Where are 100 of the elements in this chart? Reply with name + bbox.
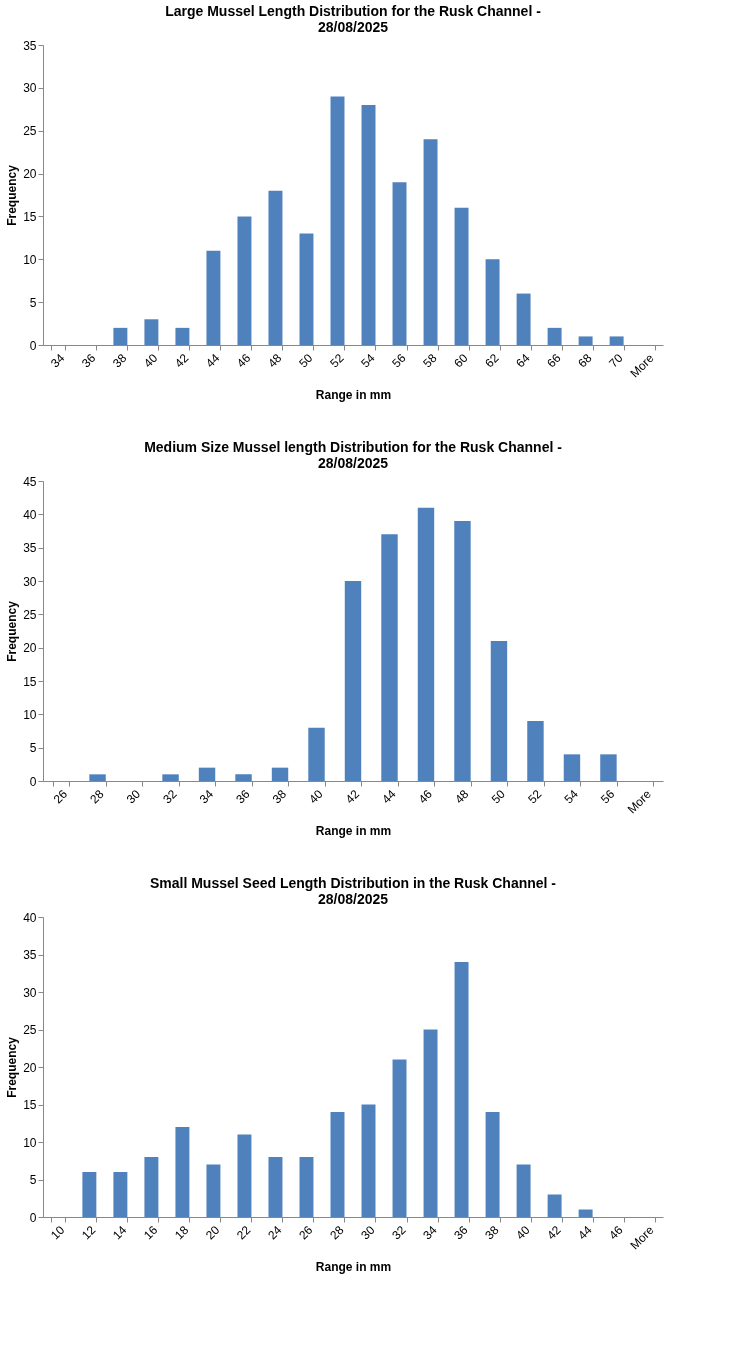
bar bbox=[392, 182, 407, 345]
bar bbox=[89, 774, 106, 781]
x-tick-label: 22 bbox=[234, 1222, 254, 1243]
bar bbox=[578, 336, 593, 345]
bar bbox=[361, 1104, 376, 1217]
bar bbox=[423, 1029, 438, 1217]
x-tick-label: 52 bbox=[525, 786, 545, 807]
y-tick-label: 20 bbox=[23, 641, 37, 656]
bar bbox=[417, 507, 435, 781]
bar bbox=[235, 774, 252, 781]
x-tick-label: 48 bbox=[452, 786, 472, 807]
y-axis-title: Frequency bbox=[5, 600, 20, 662]
x-tick-label: 26 bbox=[296, 1222, 316, 1243]
x-tick-label: 28 bbox=[87, 786, 107, 807]
x-tick-label: 26 bbox=[50, 786, 71, 807]
x-tick-label: 38 bbox=[482, 1222, 502, 1243]
y-tick-label: 35 bbox=[23, 948, 37, 962]
y-tick-label: 10 bbox=[23, 252, 37, 267]
x-tick-label: 34 bbox=[196, 786, 217, 807]
bar bbox=[299, 1157, 314, 1217]
x-tick-label: 38 bbox=[269, 786, 290, 807]
bar bbox=[268, 190, 283, 345]
x-tick-label: 42 bbox=[544, 1222, 564, 1243]
x-tick-label: 34 bbox=[47, 350, 68, 371]
x-tick-label: 36 bbox=[451, 1222, 471, 1243]
x-tick-label: 58 bbox=[420, 350, 440, 371]
bar bbox=[392, 1059, 407, 1217]
bar bbox=[578, 1209, 593, 1217]
bar bbox=[600, 754, 617, 781]
bar bbox=[175, 327, 190, 345]
bar bbox=[609, 336, 624, 345]
y-axis-title: Frequency bbox=[5, 1036, 20, 1098]
y-tick-label: 5 bbox=[29, 1173, 37, 1187]
bar bbox=[527, 721, 544, 781]
bar bbox=[271, 767, 289, 781]
chart-title: Large Mussel Length Distribution for the Rusk Channel - 28/08/2025 bbox=[165, 3, 542, 35]
bar bbox=[144, 1157, 159, 1217]
bar bbox=[454, 521, 471, 781]
bar bbox=[330, 1112, 345, 1217]
y-tick-label: 25 bbox=[23, 1023, 37, 1037]
x-tick-label: 32 bbox=[160, 786, 180, 807]
x-tick-label: 40 bbox=[513, 1222, 533, 1243]
x-tick-label: 34 bbox=[420, 1222, 440, 1243]
bar bbox=[299, 233, 314, 345]
bar bbox=[490, 641, 508, 781]
y-tick-label: 10 bbox=[23, 1135, 37, 1150]
y-axis-title: Frequency bbox=[5, 164, 20, 226]
y-tick-label: 35 bbox=[23, 541, 37, 556]
x-axis-title: Range in mm bbox=[315, 1259, 392, 1274]
x-tick-label: 18 bbox=[172, 1222, 192, 1243]
x-tick-label: 40 bbox=[306, 786, 326, 807]
y-tick-label: 30 bbox=[23, 81, 37, 96]
y-tick-label: 5 bbox=[29, 741, 37, 756]
x-tick-label: 44 bbox=[379, 786, 399, 807]
x-tick-label: 36 bbox=[233, 786, 253, 807]
x-tick-label: 40 bbox=[141, 350, 161, 371]
x-tick-label: 46 bbox=[415, 786, 436, 807]
x-tick-label: 14 bbox=[110, 1222, 130, 1243]
bar bbox=[485, 259, 500, 345]
y-tick-label: 10 bbox=[23, 707, 37, 722]
x-axis-title: Range in mm bbox=[315, 823, 392, 838]
y-tick-label: 0 bbox=[29, 338, 37, 353]
bar bbox=[175, 1127, 190, 1217]
x-tick-label: 56 bbox=[389, 350, 409, 371]
y-tick-label: 15 bbox=[23, 1098, 37, 1112]
bar bbox=[237, 216, 252, 345]
y-tick-label: 15 bbox=[23, 209, 37, 224]
x-tick-label: 32 bbox=[389, 1222, 409, 1243]
x-tick-label: 30 bbox=[358, 1222, 378, 1243]
bar bbox=[162, 774, 179, 781]
y-tick-label: 45 bbox=[23, 474, 37, 489]
x-tick-label: 52 bbox=[327, 350, 347, 371]
bar bbox=[206, 1164, 221, 1217]
x-tick-label: 56 bbox=[598, 786, 618, 807]
y-tick-label: 30 bbox=[23, 574, 37, 589]
x-tick-label: 54 bbox=[561, 786, 582, 807]
x-tick-label: 66 bbox=[544, 350, 564, 371]
x-tick-label: 46 bbox=[234, 350, 254, 371]
x-tick-label: 12 bbox=[79, 1222, 99, 1243]
x-tick-label: 42 bbox=[172, 350, 192, 371]
x-tick-label: 42 bbox=[342, 786, 363, 807]
x-axis-title: Range in mm bbox=[315, 387, 392, 402]
bar bbox=[198, 767, 216, 781]
x-tick-label: 54 bbox=[358, 350, 378, 371]
y-tick-label: 35 bbox=[23, 38, 37, 53]
y-tick-label: 40 bbox=[23, 507, 37, 522]
x-tick-label: 28 bbox=[327, 1222, 347, 1243]
bar bbox=[361, 105, 376, 345]
y-tick-label: 30 bbox=[23, 985, 37, 1000]
y-tick-label: 0 bbox=[29, 1210, 37, 1225]
bar bbox=[454, 962, 469, 1217]
bar bbox=[344, 581, 362, 781]
bar bbox=[144, 319, 159, 345]
bar bbox=[547, 327, 562, 345]
x-tick-label: 44 bbox=[203, 350, 223, 371]
bar bbox=[308, 727, 325, 781]
x-tick-label: 68 bbox=[575, 350, 595, 371]
x-tick-label: 48 bbox=[265, 350, 285, 371]
y-tick-label: 5 bbox=[29, 295, 37, 310]
bar bbox=[423, 139, 438, 345]
